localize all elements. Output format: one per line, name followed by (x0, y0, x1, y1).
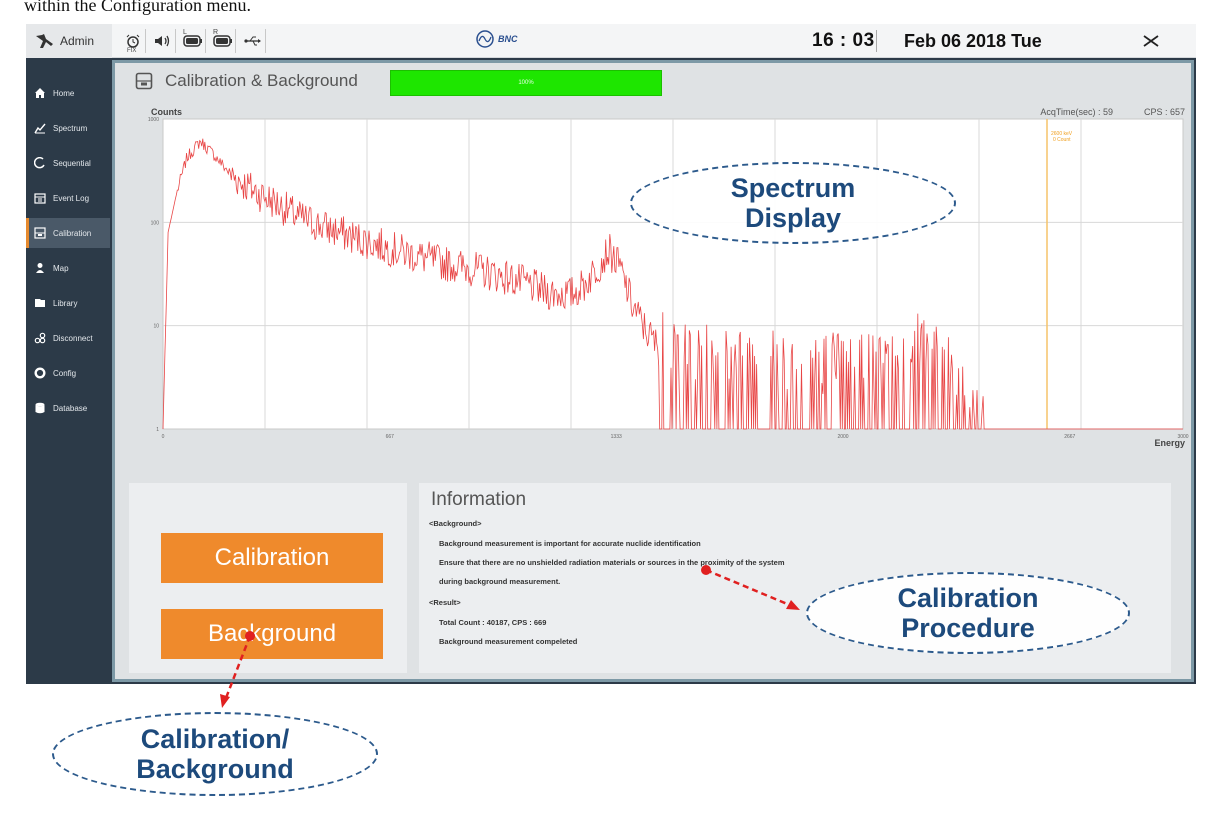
background-button[interactable]: Background (161, 609, 383, 659)
x-tick-label: 2000 (837, 434, 848, 440)
library-icon (34, 297, 46, 309)
battery-right-label: R (213, 28, 219, 36)
sidebar-item-label: Spectrum (53, 123, 88, 133)
date: Feb 06 2018 Tue (904, 31, 1042, 51)
status-icons: FIX L R (120, 24, 266, 58)
y-tick-label: 1000 (148, 117, 159, 123)
sequential-icon (34, 157, 46, 169)
info-line: Background measurement is important for … (439, 539, 701, 548)
callout-line: Display (744, 203, 842, 233)
panel-header: Calibration & Background (135, 71, 358, 91)
progress-bar: 100% (390, 70, 662, 96)
spectrum-trace (162, 138, 1183, 430)
sidebar-item-config[interactable]: Config (26, 358, 110, 388)
page-caption: within the Configuration menu. (24, 0, 251, 15)
close-button[interactable] (1140, 30, 1162, 52)
callout-line: Procedure (901, 613, 1035, 643)
bnc-logo-icon (476, 30, 494, 48)
cps-label: CPS : 657 (1144, 107, 1185, 117)
x-tick-label: 667 (386, 434, 395, 440)
battery-right-icon[interactable]: R (210, 28, 236, 53)
map-person-icon (34, 262, 46, 274)
sidebar-item-label: Disconnect (53, 333, 93, 343)
progress-fill (391, 71, 661, 95)
sidebar-item-disconnect[interactable]: Disconnect (26, 323, 110, 353)
progress-label: 100% (518, 80, 534, 86)
database-icon (34, 402, 46, 414)
energy-marker-label: 2600 keV (1051, 131, 1073, 137)
sidebar-item-label: Home (53, 88, 75, 98)
logo-text: BNC (498, 34, 518, 44)
x-tick-label: 3000 (1177, 434, 1188, 440)
sidebar: Home Spectrum Sequential Event Log Calib… (26, 58, 110, 684)
sidebar-item-label: Sequential (53, 158, 91, 168)
button-panel: Calibration Background (129, 483, 407, 673)
spectrum-icon (34, 122, 46, 134)
x-tick-label: 1333 (611, 434, 622, 440)
callout-line: Calibration/ (140, 723, 290, 754)
callout-calibration-background: Calibration/ Background (52, 712, 378, 796)
callout-line: Spectrum (730, 172, 856, 203)
info-line: Ensure that there are no unshielded radi… (439, 558, 785, 567)
calibration-button[interactable]: Calibration (161, 533, 383, 583)
speaker-icon[interactable] (150, 28, 176, 53)
callout-spectrum-display: Spectrum Display (630, 162, 956, 244)
energy-marker-count: 0 Count (1053, 137, 1071, 143)
info-line: during background measurement. (439, 577, 561, 586)
y-tick-label: 100 (151, 220, 160, 226)
top-status-bar: Admin FIX L R BNC 1 (26, 24, 1196, 58)
x-tick-label: 0 (162, 434, 165, 440)
divider (876, 30, 877, 52)
sidebar-item-label: Event Log (53, 193, 90, 203)
user-name: Admin (60, 33, 95, 48)
y-tick-label: 10 (153, 324, 159, 330)
close-icon (1143, 35, 1159, 47)
panel-title: Calibration & Background (165, 71, 358, 90)
disconnect-icon (34, 332, 46, 344)
sidebar-item-label: Database (53, 403, 88, 413)
sidebar-item-label: Map (53, 263, 69, 273)
callout-line: Background (136, 754, 294, 784)
sidebar-item-label: Library (53, 298, 78, 308)
calendar-icon (34, 192, 46, 204)
spectrum-chart[interactable]: 2600 keV 0 Count 0 667 1333 2000 2667 3000 1 10 1… (123, 103, 1191, 463)
x-tick-label: 2667 (1064, 434, 1075, 440)
y-axis-label: Counts (151, 107, 182, 117)
callout-line: Calibration (897, 582, 1039, 613)
sidebar-item-home[interactable]: Home (26, 78, 110, 108)
result-line: Total Count : 40187, CPS : 669 (439, 618, 547, 627)
home-icon (34, 87, 46, 99)
background-heading: <Background> (429, 519, 482, 528)
calibration-icon (135, 72, 153, 90)
sidebar-item-map[interactable]: Map (26, 253, 110, 283)
result-heading: <Result> (429, 598, 461, 607)
gear-icon (34, 367, 46, 379)
bnc-logo: BNC (474, 30, 518, 48)
acq-time-label: AcqTime(sec) : 59 (1040, 107, 1113, 117)
user-badge[interactable]: Admin (26, 24, 112, 58)
battery-left-label: L (183, 28, 187, 36)
sidebar-item-spectrum[interactable]: Spectrum (26, 113, 110, 143)
sidebar-item-label: Config (53, 368, 77, 378)
sidebar-item-event-log[interactable]: Event Log (26, 183, 110, 213)
y-tick-label: 1 (156, 427, 159, 433)
sidebar-item-label: Calibration (53, 228, 92, 238)
clock: 16 : 03 (812, 30, 875, 51)
battery-left-icon[interactable]: L (180, 28, 206, 53)
calibration-icon (34, 227, 46, 239)
sidebar-item-calibration[interactable]: Calibration (26, 218, 110, 248)
usb-icon[interactable] (240, 28, 266, 53)
sidebar-item-sequential[interactable]: Sequential (26, 148, 110, 178)
x-axis-label: Energy (1154, 438, 1185, 448)
admin-user-icon (36, 33, 53, 48)
sidebar-item-library[interactable]: Library (26, 288, 110, 318)
callout-calibration-procedure: Calibration Procedure (806, 572, 1130, 654)
result-line: Background measurement compeleted (439, 637, 578, 646)
info-title: Information (431, 489, 527, 510)
fix-label: FIX (127, 47, 137, 54)
alarm-clock-icon[interactable]: FIX (120, 28, 146, 54)
sidebar-item-database[interactable]: Database (26, 393, 110, 423)
